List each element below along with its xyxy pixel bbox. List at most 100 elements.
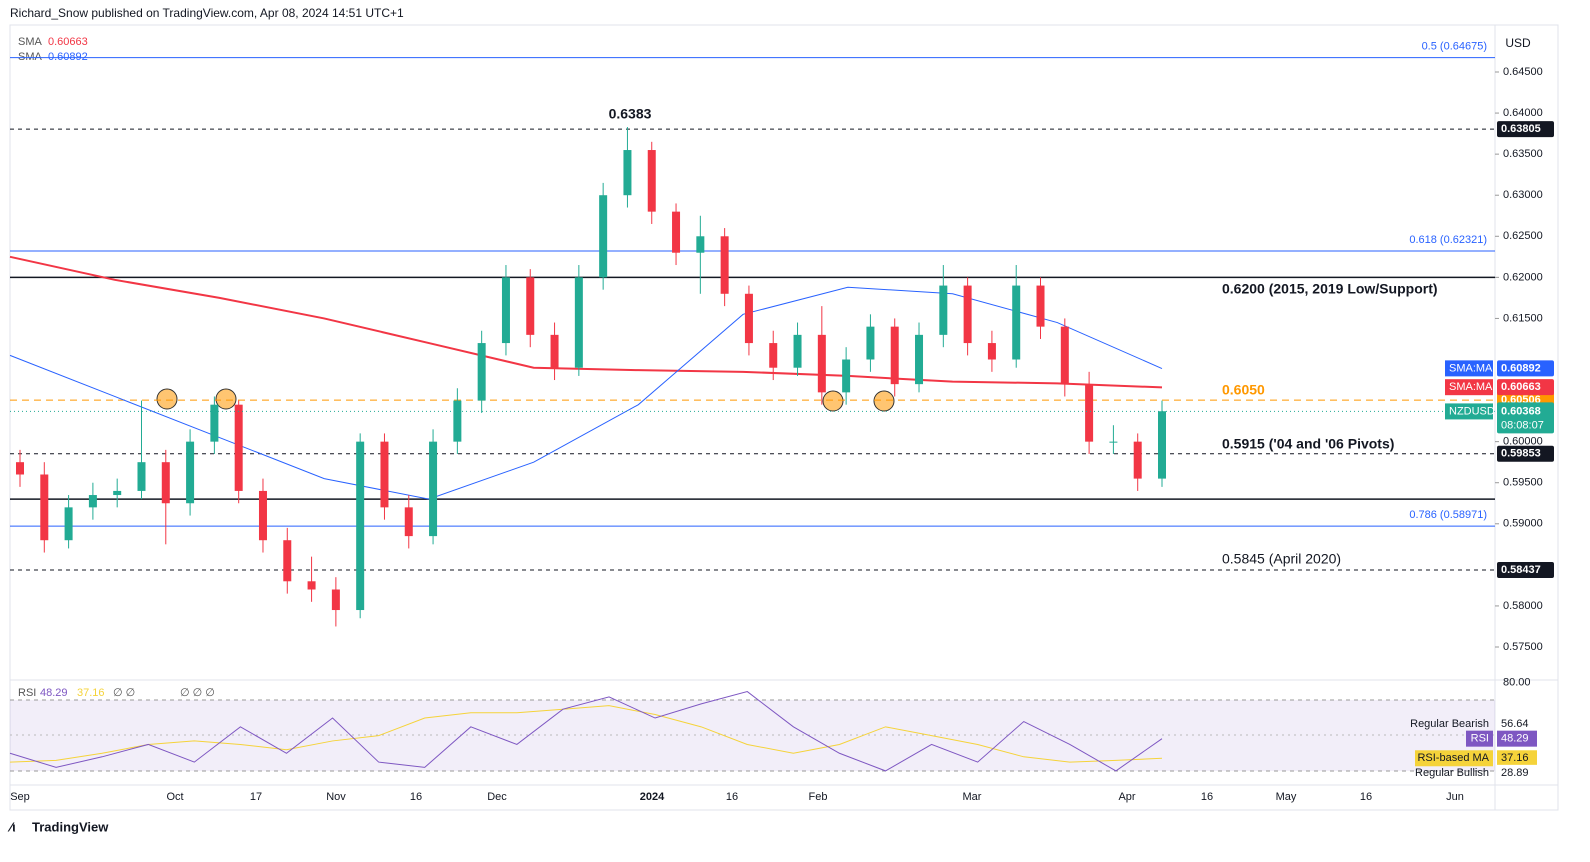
- series-tag: [1445, 360, 1493, 377]
- rsi-label-name: Regular Bullish: [1415, 767, 1489, 779]
- candle-body: [1012, 285, 1021, 360]
- annotation: 0.6050: [1222, 382, 1265, 398]
- rsi-na: ∅ ∅ ∅: [180, 687, 215, 699]
- level-label: 0.618 (0.62321): [1409, 234, 1487, 246]
- marker: [873, 390, 895, 412]
- rsi-badge-text: 48.29: [1501, 733, 1529, 745]
- marker: [156, 388, 178, 410]
- legend-value: 0.60892: [48, 51, 88, 63]
- candle-body: [963, 285, 972, 344]
- candle-body: [793, 334, 802, 368]
- candle-body: [939, 285, 948, 335]
- price-badge-text: 0.60892: [1501, 362, 1541, 374]
- price-badge: [1497, 379, 1554, 396]
- countdown: 08:08:07: [1501, 419, 1544, 431]
- x-tick-label: 16: [726, 791, 738, 803]
- candle-body: [842, 359, 851, 393]
- candle-body: [696, 236, 705, 253]
- x-tick-label: Nov: [326, 791, 346, 803]
- x-tick-label: Oct: [166, 791, 183, 803]
- rsi-ma-value: 37.16: [77, 687, 105, 699]
- rsi-badge-text: 28.89: [1501, 767, 1529, 779]
- price-badge-text: 0.63805: [1501, 123, 1541, 135]
- candle-body: [1085, 384, 1094, 442]
- last-price: 0.60368: [1501, 405, 1541, 417]
- rsi-line: [9, 691, 1163, 772]
- annotation: 0.5845 (April 2020): [1222, 551, 1341, 567]
- x-tick-label: 2024: [640, 791, 665, 803]
- legend-name: SMA: [18, 36, 43, 48]
- x-tick-label: 17: [250, 791, 262, 803]
- candle-body: [64, 507, 73, 541]
- rsi-tick-label: 80.00: [1503, 677, 1531, 689]
- y-tick-label: 0.61500: [1503, 312, 1543, 324]
- candle-body: [720, 236, 729, 294]
- candle-body: [744, 293, 753, 344]
- y-tick-label: 0.60000: [1503, 436, 1543, 448]
- annotation: 0.6200 (2015, 2019 Low/Support): [1222, 281, 1438, 297]
- candle-body: [866, 326, 875, 360]
- candle-body: [1158, 411, 1166, 479]
- x-tick-label: 16: [1201, 791, 1213, 803]
- candle-body: [234, 404, 243, 491]
- candle-body: [356, 441, 365, 611]
- candle-body: [987, 343, 996, 360]
- marker: [215, 388, 237, 410]
- candle-body: [161, 462, 170, 504]
- price-badge: [1497, 445, 1554, 462]
- candle-body: [88, 495, 97, 508]
- candle-body: [113, 490, 122, 496]
- series-tag-text: SMA:MA: [1449, 381, 1493, 393]
- candle-body: [477, 343, 486, 401]
- rsi-badge: [1497, 730, 1537, 747]
- rsi-line: [9, 705, 1163, 763]
- legend-value: 0.60663: [48, 36, 88, 48]
- annotation: 0.6383: [609, 106, 652, 122]
- rsi-label-name: RSI-based MA: [1417, 752, 1489, 764]
- rsi-badge-text: 56.64: [1501, 718, 1529, 730]
- y-tick-label: 0.62500: [1503, 230, 1543, 242]
- price-badge-text: 0.60663: [1501, 381, 1541, 393]
- candle-body: [380, 441, 389, 508]
- y-tick-label: 0.64000: [1503, 107, 1543, 119]
- candle-body: [817, 334, 826, 393]
- candle-body: [283, 540, 292, 582]
- candle-body: [599, 195, 608, 278]
- symbol-tag-text: NZDUSD: [1449, 405, 1495, 417]
- markers: [156, 388, 895, 412]
- legend-name: SMA: [18, 51, 43, 63]
- candle-body: [890, 326, 899, 385]
- candle-body: [501, 277, 510, 344]
- candle-body: [623, 150, 632, 196]
- symbol-tag: [1445, 403, 1493, 420]
- sma-line: [9, 255, 1163, 389]
- x-tick-label: May: [1276, 791, 1297, 803]
- x-tick-label: 16: [410, 791, 422, 803]
- rsi-badge: [1497, 750, 1537, 767]
- series-tag-text: SMA:MA: [1449, 362, 1493, 374]
- frame: [9, 24, 1559, 811]
- x-tick-label: 16: [1360, 791, 1372, 803]
- candle-body: [672, 211, 681, 253]
- y-tick-label: 0.59000: [1503, 518, 1543, 530]
- candle-body: [915, 334, 924, 385]
- candle-body: [210, 404, 219, 442]
- rsi-badge-text: 37.16: [1501, 752, 1529, 764]
- candle-body: [647, 150, 656, 212]
- price-badge: [1497, 562, 1554, 579]
- y-tick-label: 0.58000: [1503, 600, 1543, 612]
- candle-body: [769, 343, 778, 368]
- footer-logo: TradingView: [32, 819, 109, 834]
- series-tag: [1445, 379, 1493, 396]
- candle-body: [404, 507, 413, 537]
- x-tick-label: Apr: [1118, 791, 1135, 803]
- x-tick-label: Dec: [487, 791, 507, 803]
- candle-body: [258, 490, 267, 541]
- price-badge-text: 0.59853: [1501, 448, 1541, 460]
- rsi-label-tag: [1415, 750, 1493, 767]
- y-tick-label: 0.63500: [1503, 148, 1543, 160]
- y-tick-label: 0.59500: [1503, 477, 1543, 489]
- x-tick-label: Jun: [1446, 791, 1464, 803]
